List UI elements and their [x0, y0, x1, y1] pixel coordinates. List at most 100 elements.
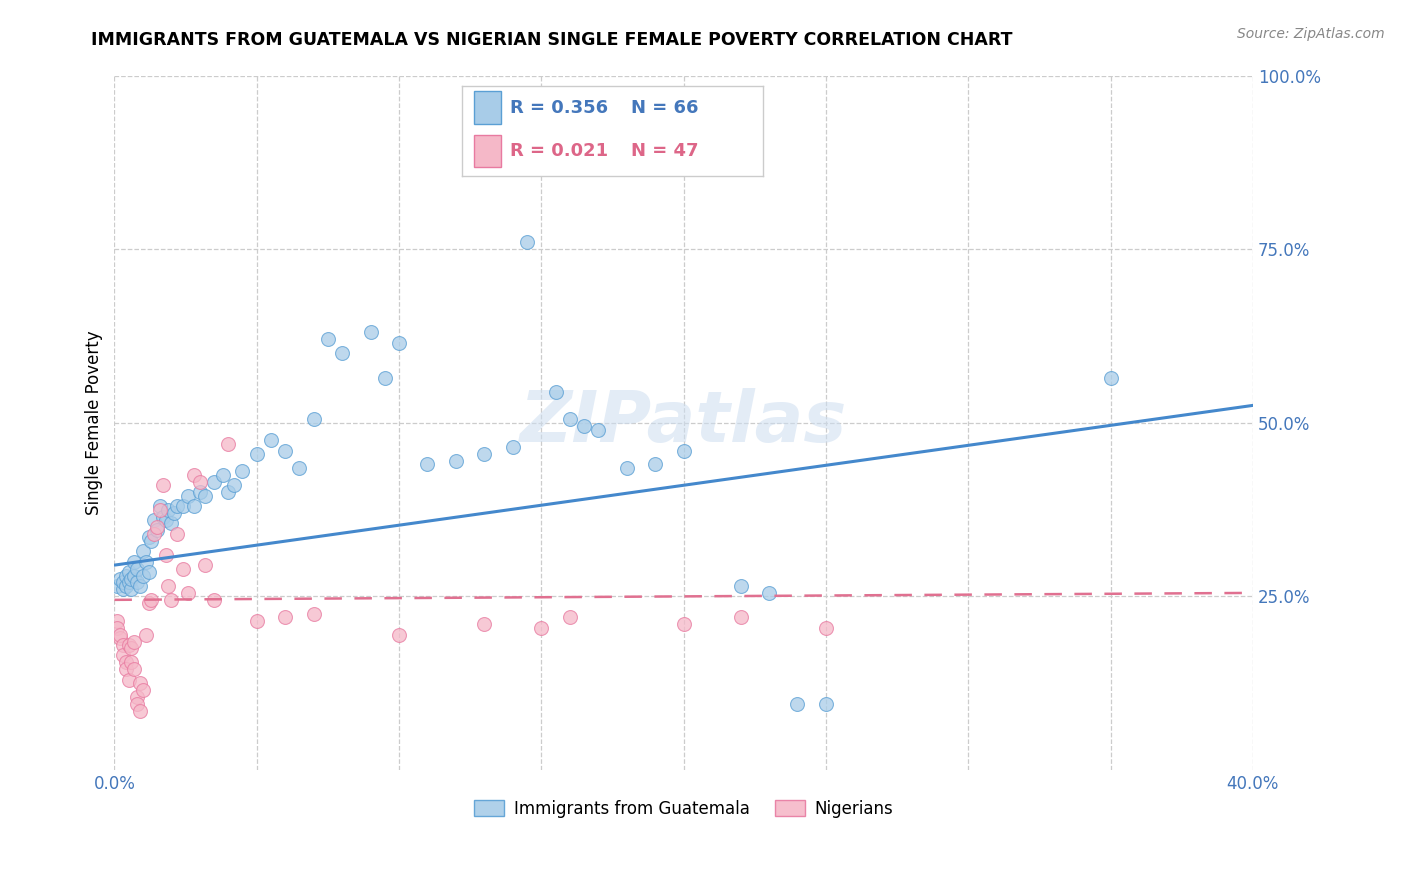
Point [135, 555, 157, 569]
Point [188, 485, 211, 500]
Y-axis label: Single Female Poverty: Single Female Poverty [86, 330, 103, 515]
Point [135, 627, 157, 641]
Point [246, 614, 269, 628]
Point [330, 346, 353, 360]
Point [124, 662, 146, 676]
Point [132, 544, 155, 558]
Point [114, 568, 136, 582]
Point [211, 467, 233, 482]
Point [149, 499, 172, 513]
Point [814, 697, 837, 711]
Point [152, 509, 174, 524]
Point [127, 697, 149, 711]
Point [530, 621, 553, 635]
Point [586, 423, 609, 437]
Point [143, 527, 166, 541]
Point [105, 621, 128, 635]
Point [260, 433, 283, 447]
Point [302, 412, 325, 426]
Point [474, 447, 496, 461]
Point [316, 333, 339, 347]
Point [111, 648, 134, 663]
Point [117, 565, 139, 579]
Point [388, 627, 411, 641]
Point [129, 704, 152, 718]
Point [124, 634, 146, 648]
Point [474, 617, 496, 632]
Point [127, 690, 149, 704]
Point [516, 235, 538, 250]
Point [177, 586, 200, 600]
Point [672, 617, 695, 632]
Point [138, 530, 160, 544]
Point [114, 662, 136, 676]
Point [202, 475, 225, 489]
Point [141, 592, 163, 607]
Point [217, 436, 239, 450]
Text: IMMIGRANTS FROM GUATEMALA VS NIGERIAN SINGLE FEMALE POVERTY CORRELATION CHART: IMMIGRANTS FROM GUATEMALA VS NIGERIAN SI… [91, 31, 1012, 49]
Point [302, 607, 325, 621]
Point [155, 513, 177, 527]
Point [129, 676, 152, 690]
Point [183, 499, 205, 513]
Point [246, 447, 269, 461]
Point [572, 419, 595, 434]
Point [108, 572, 131, 586]
Point [132, 683, 155, 698]
Point [114, 579, 136, 593]
Point [152, 478, 174, 492]
Point [155, 548, 177, 562]
Point [166, 527, 188, 541]
Point [146, 520, 169, 534]
Point [124, 568, 146, 582]
Text: Source: ZipAtlas.com: Source: ZipAtlas.com [1237, 27, 1385, 41]
Point [157, 502, 180, 516]
Point [416, 458, 439, 472]
Point [124, 555, 146, 569]
Point [117, 575, 139, 590]
Point [166, 499, 188, 513]
Point [111, 575, 134, 590]
Point [374, 370, 396, 384]
Point [194, 558, 217, 573]
Point [117, 638, 139, 652]
Point [558, 412, 581, 426]
Point [616, 461, 638, 475]
Point [217, 485, 239, 500]
Point [183, 467, 205, 482]
Point [108, 631, 131, 645]
Point [288, 461, 311, 475]
Point [222, 478, 245, 492]
Legend: Immigrants from Guatemala, Nigerians: Immigrants from Guatemala, Nigerians [467, 793, 900, 824]
Point [121, 641, 143, 656]
Point [786, 697, 808, 711]
Point [730, 579, 752, 593]
Point [758, 586, 780, 600]
Point [138, 596, 160, 610]
Point [121, 572, 143, 586]
Point [814, 621, 837, 635]
Point [558, 610, 581, 624]
Point [111, 638, 134, 652]
Point [644, 458, 666, 472]
Point [672, 443, 695, 458]
Point [121, 656, 143, 670]
Point [146, 524, 169, 538]
Point [111, 582, 134, 597]
Point [502, 440, 524, 454]
Point [121, 582, 143, 597]
Point [108, 627, 131, 641]
Point [274, 443, 297, 458]
Point [132, 568, 155, 582]
Point [194, 489, 217, 503]
Point [127, 561, 149, 575]
Point [143, 513, 166, 527]
Point [730, 610, 752, 624]
Text: ZIPatlas: ZIPatlas [520, 388, 848, 458]
Point [157, 579, 180, 593]
Point [138, 565, 160, 579]
Point [105, 614, 128, 628]
Point [105, 579, 128, 593]
Point [630, 155, 652, 169]
Point [160, 516, 183, 531]
